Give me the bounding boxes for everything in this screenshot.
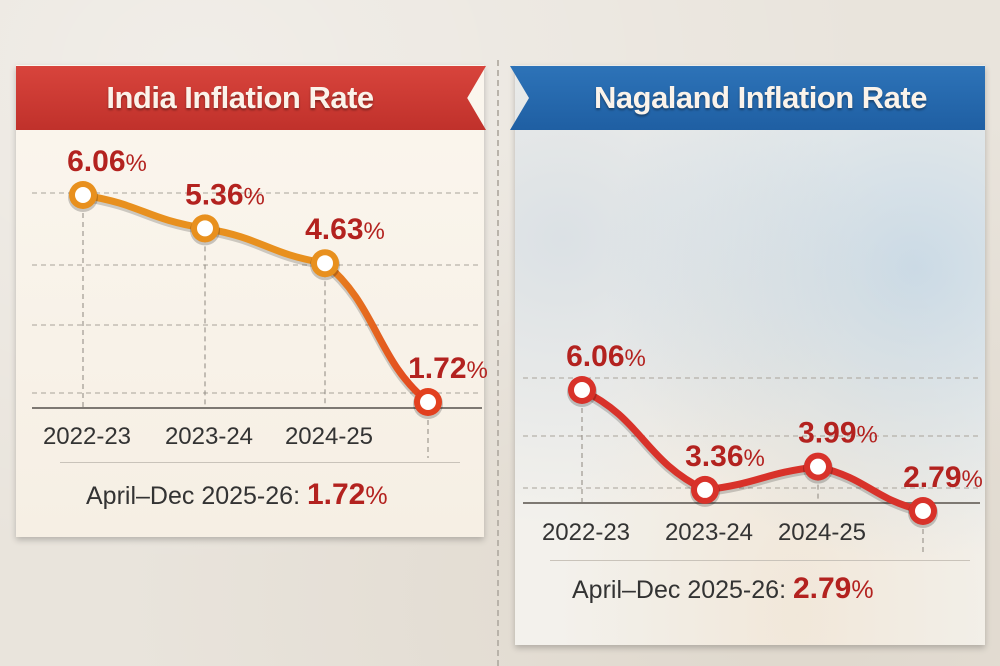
nagaland-series-line <box>578 386 927 515</box>
nagaland-data-label-value: 6.06 <box>566 340 624 373</box>
india-data-label-unit: % <box>467 357 488 384</box>
india-summary: April–Dec 2025-26: 1.72% <box>86 478 388 512</box>
india-tick-label: 2024-25 <box>285 423 373 450</box>
nagaland-data-label: 2.79% <box>903 461 983 494</box>
nagaland-marker <box>810 458 826 475</box>
india-data-label-unit: % <box>244 183 265 210</box>
nagaland-tick-label: 2022-23 <box>542 519 630 546</box>
india-series-line <box>79 191 432 406</box>
nagaland-data-label-unit: % <box>857 422 878 449</box>
nagaland-marker <box>915 503 931 519</box>
nagaland-summary-label: April–Dec 2025-26: <box>572 576 787 604</box>
nagaland-summary-unit: % <box>851 576 874 604</box>
nagaland-data-label: 3.99% <box>798 417 878 450</box>
india-panel <box>16 65 484 537</box>
nagaland-chart-title: Nagaland Inflation Rate <box>594 80 927 115</box>
india-summary-value: 1.72 <box>306 478 366 511</box>
nagaland-panel <box>515 65 985 645</box>
nagaland-data-label-unit: % <box>962 466 983 493</box>
india-data-label-value: 5.36 <box>185 178 243 211</box>
nagaland-data-label: 3.36% <box>685 440 765 473</box>
india-marker <box>317 255 333 272</box>
india-data-label-unit: % <box>364 218 385 245</box>
india-summary-unit: % <box>365 482 388 510</box>
nagaland-marker <box>574 382 590 398</box>
india-tick-label: 2023-24 <box>165 423 253 450</box>
nagaland-data-label-value: 3.99 <box>798 417 856 450</box>
nagaland-marker <box>697 481 713 498</box>
nagaland-tick-label: 2024-25 <box>778 519 866 546</box>
india-data-label: 1.72% <box>408 352 488 385</box>
panel-divider <box>497 60 499 666</box>
nagaland-data-label-value: 3.36 <box>685 440 743 473</box>
india-title-banner: India Inflation Rate <box>16 66 486 130</box>
nagaland-data-label-unit: % <box>625 345 646 372</box>
india-data-label-value: 6.06 <box>67 145 125 178</box>
nagaland-summary: April–Dec 2025-26: 2.79% <box>572 572 874 606</box>
india-data-label-value: 1.72 <box>408 352 466 385</box>
india-marker <box>75 187 91 203</box>
india-data-label-unit: % <box>126 150 147 177</box>
nagaland-tick-label: 2023-24 <box>665 519 753 546</box>
nagaland-data-label-value: 2.79 <box>903 461 961 494</box>
nagaland-data-label: 6.06% <box>566 340 646 373</box>
india-marker <box>197 220 213 237</box>
nagaland-summary-separator <box>550 560 970 561</box>
nagaland-summary-value: 2.79 <box>792 572 852 605</box>
india-data-label: 5.36% <box>185 178 265 211</box>
india-marker <box>420 394 436 410</box>
india-tick-label: 2022-23 <box>43 423 131 450</box>
india-summary-separator <box>60 462 460 463</box>
india-data-label: 6.06% <box>67 145 147 178</box>
nagaland-title-banner: Nagaland Inflation Rate <box>510 66 985 130</box>
india-chart-title: India Inflation Rate <box>106 80 374 115</box>
india-data-label: 4.63% <box>305 213 385 246</box>
india-data-label-value: 4.63 <box>305 213 363 246</box>
nagaland-data-label-unit: % <box>744 445 765 472</box>
india-summary-label: April–Dec 2025-26: <box>86 482 301 510</box>
